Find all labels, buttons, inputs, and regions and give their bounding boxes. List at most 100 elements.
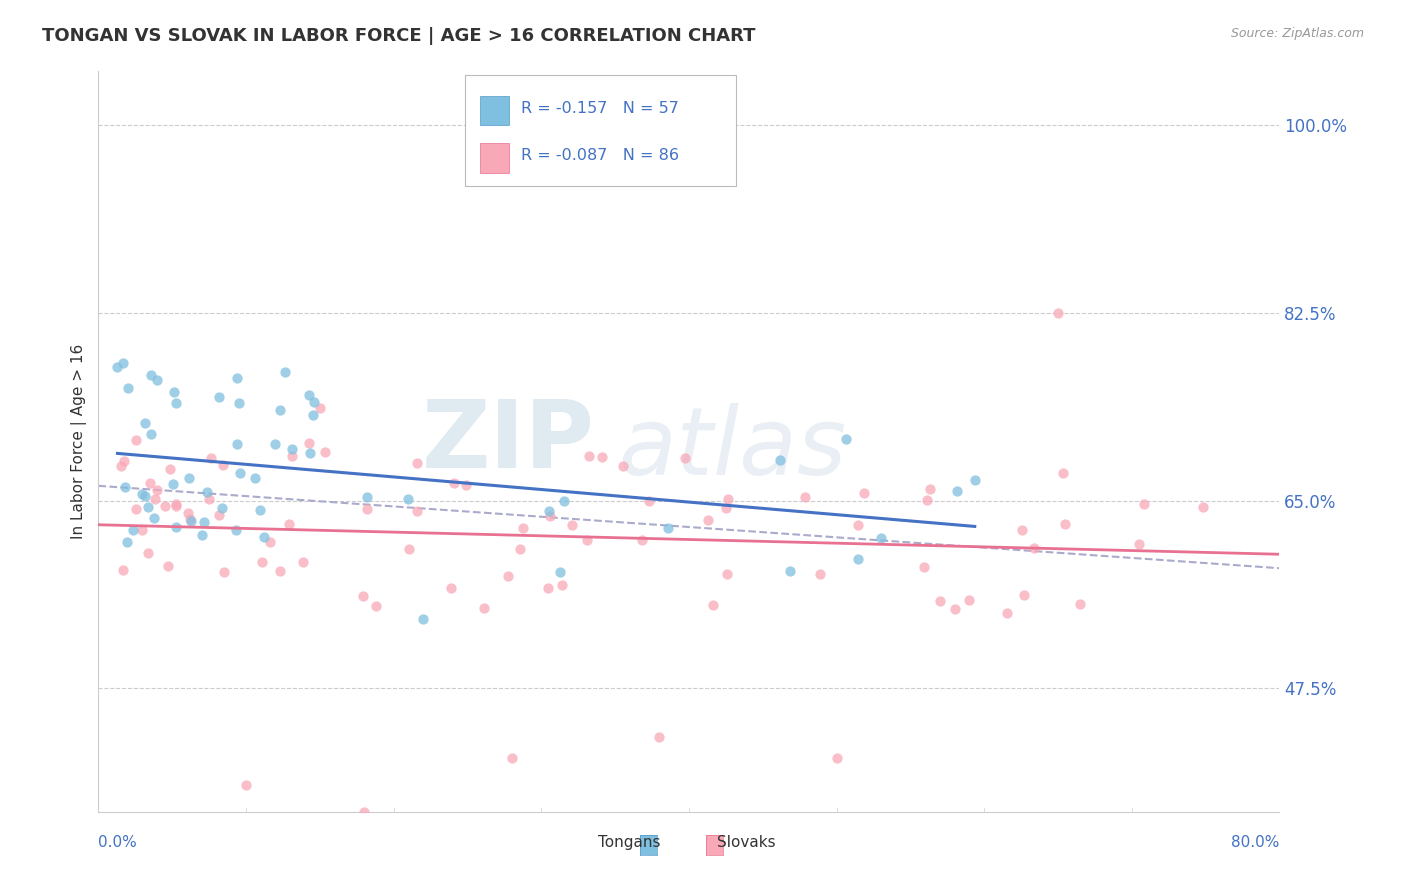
Point [852,485,875,500]
Point [107,359,129,374]
Point [825,751,848,765]
Point [297,436,319,450]
Point [225,523,247,537]
Point [591,450,613,465]
Point [301,408,323,422]
Point [146,373,169,387]
Point [548,565,571,579]
Point [353,805,375,819]
Point [496,568,519,582]
Point [352,590,374,604]
Point [138,500,160,515]
Point [314,444,336,458]
Point [226,436,249,450]
Point [538,508,561,523]
Point [165,497,187,511]
Point [1128,537,1150,551]
Point [180,514,202,528]
Point [929,594,952,608]
Point [165,520,187,534]
Point [561,517,583,532]
Point [112,454,135,468]
Point [512,520,534,534]
Point [131,487,153,501]
Point [139,476,162,491]
Point [145,483,167,497]
Point [443,476,465,491]
Point [537,581,560,595]
Text: Source: ZipAtlas.com: Source: ZipAtlas.com [1230,27,1364,40]
Point [159,461,181,475]
Point [943,601,966,615]
Text: 80.0%: 80.0% [1232,836,1279,850]
Point [920,482,942,496]
Point [281,449,304,463]
Point [406,504,429,518]
Point [226,370,249,384]
Bar [479,144,509,173]
Point [298,388,321,402]
FancyBboxPatch shape [464,75,737,186]
Point [356,490,378,504]
Point [995,606,1018,620]
Point [1052,466,1074,480]
Point [208,390,231,404]
Point [946,484,969,499]
Point [848,552,870,566]
Point [207,508,229,523]
Point [538,504,561,518]
Point [117,381,139,395]
Point [198,492,221,507]
Point [612,459,634,474]
Point [1192,500,1215,514]
Point [214,565,236,579]
Point [269,564,291,578]
Point [1069,597,1091,611]
Point [454,478,477,492]
Point [134,416,156,430]
Point [177,471,200,485]
Point [253,530,276,544]
Point [631,533,654,548]
Point [957,593,980,607]
Point [638,493,661,508]
Point [125,433,148,447]
Point [696,513,718,527]
Point [1054,516,1077,531]
Point [356,501,378,516]
Point [915,493,938,508]
Point [717,491,740,506]
Point [235,778,257,792]
Point [114,480,136,494]
Point [277,517,299,532]
Point [291,555,314,569]
Point [250,555,273,569]
Point [162,385,184,400]
Point [412,611,434,625]
Point [211,500,233,515]
Point [197,485,219,500]
Point [308,401,330,416]
Bar [479,95,509,126]
Point [578,450,600,464]
Point [298,446,321,460]
Point [162,477,184,491]
Point [281,442,304,456]
Text: 0.0%: 0.0% [98,836,138,850]
Text: atlas: atlas [619,403,846,494]
Point [179,512,201,526]
Point [835,433,858,447]
Point [111,563,134,577]
Point [191,528,214,542]
Point [673,450,696,465]
Point [115,535,138,549]
Text: R = -0.087   N = 86: R = -0.087 N = 86 [522,148,679,163]
Point [1132,497,1154,511]
Point [259,535,281,549]
Point [366,599,388,614]
Text: TONGAN VS SLOVAK IN LABOR FORCE | AGE > 16 CORRELATION CHART: TONGAN VS SLOVAK IN LABOR FORCE | AGE > … [42,27,755,45]
Point [509,542,531,557]
Point [177,506,200,520]
Point [143,510,166,524]
Point [131,523,153,537]
